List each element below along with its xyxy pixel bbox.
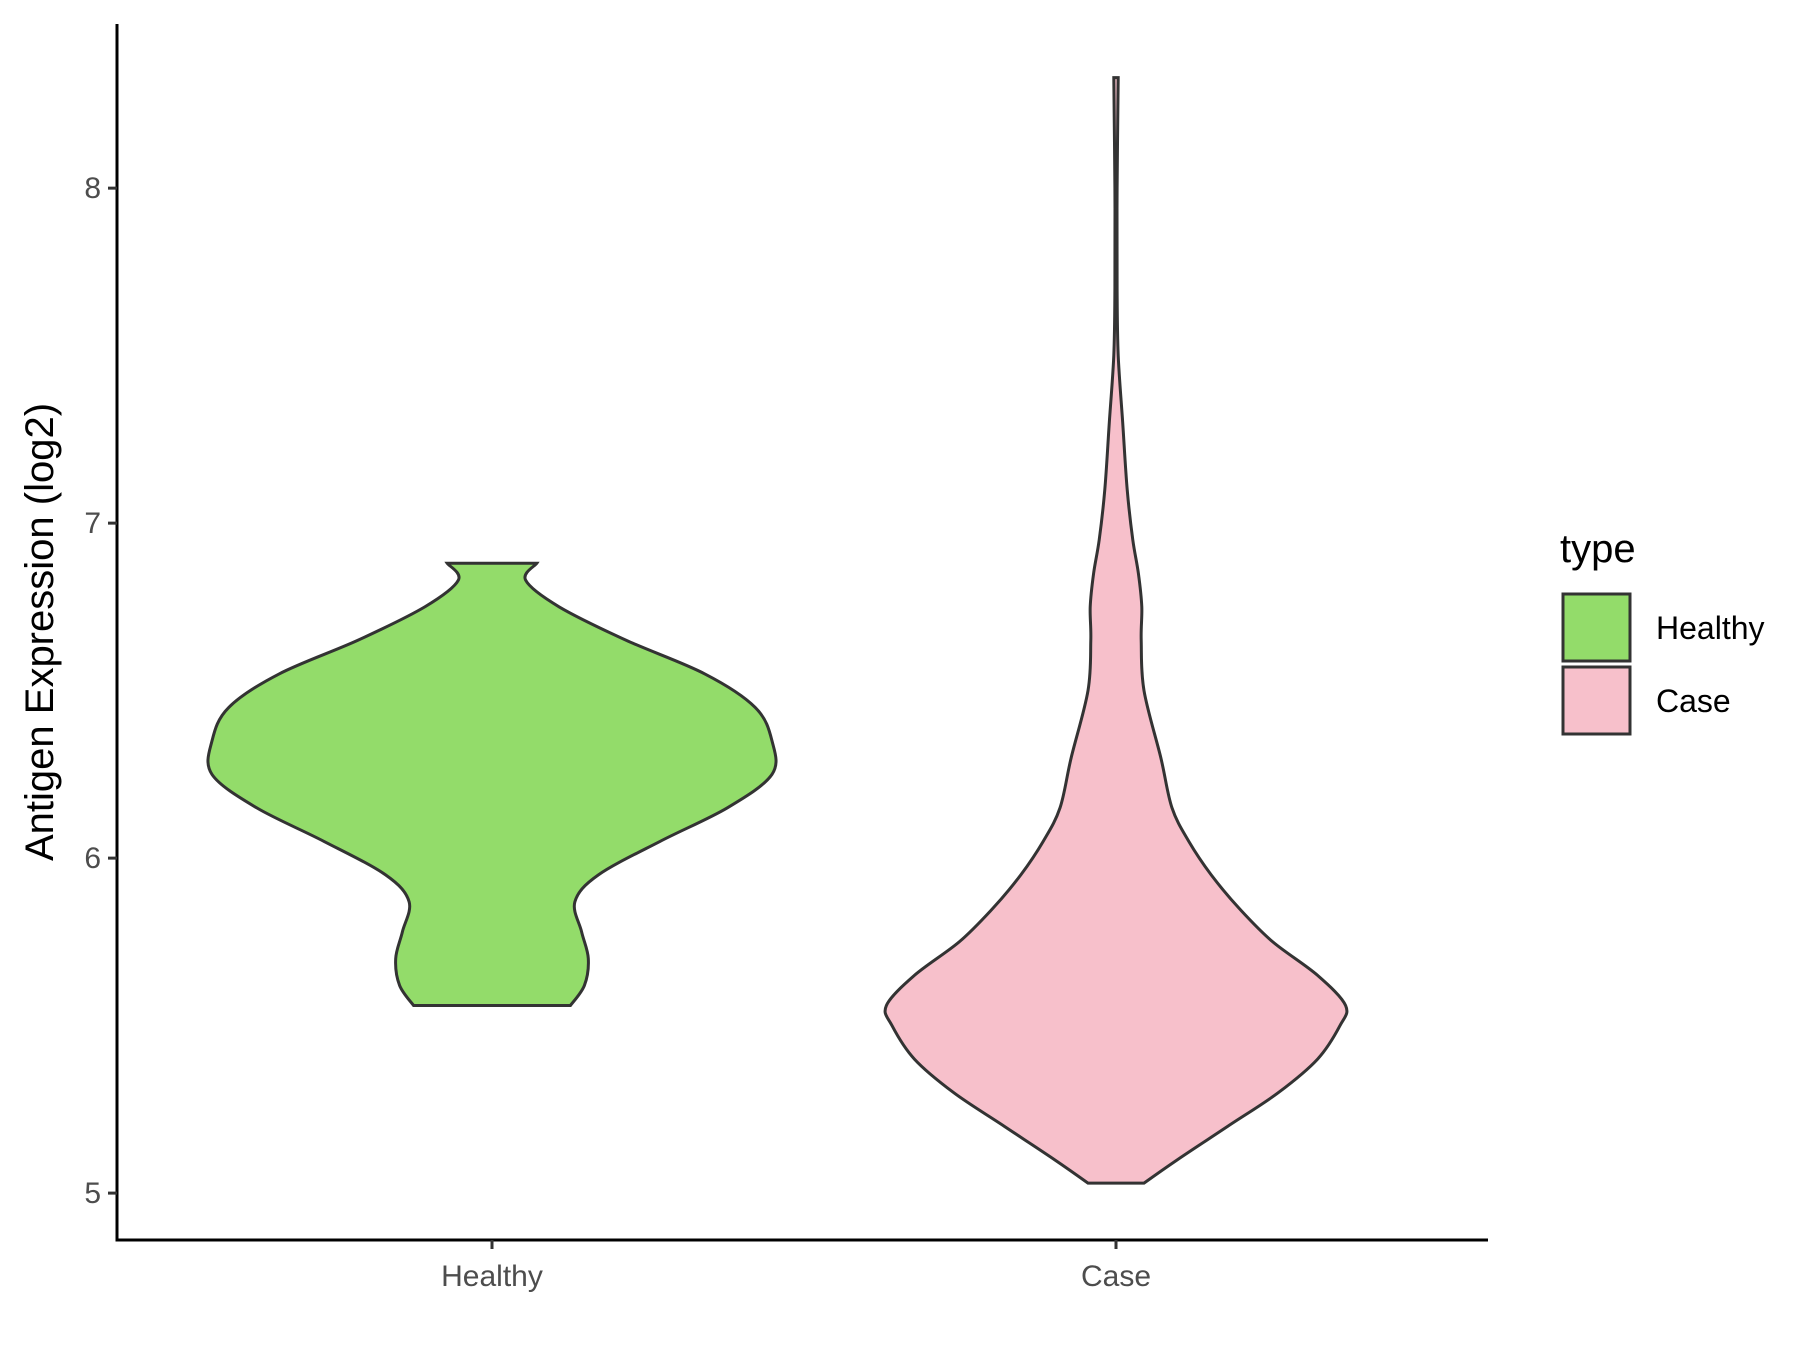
legend-key-case	[1561, 665, 1632, 736]
legend-key-healthy	[1561, 592, 1632, 663]
legend-label-case: Case	[1656, 683, 1731, 719]
legend: type Healthy Case	[1560, 527, 1765, 736]
plot-area	[206, 76, 1349, 1185]
violin-healthy	[206, 561, 778, 1007]
legend-title: type	[1560, 527, 1636, 571]
y-tick-label: 5	[84, 1177, 101, 1210]
y-tick-label: 6	[84, 842, 101, 875]
x-tick-label: Case	[1081, 1260, 1151, 1293]
y-tick-label: 7	[84, 507, 101, 540]
x-tick-label: Healthy	[441, 1260, 543, 1293]
legend-label-healthy: Healthy	[1656, 610, 1765, 646]
axes: 5 6 7 8 Healthy Case	[84, 24, 1488, 1293]
y-axis-title: Antigen Expression (log2)	[18, 403, 62, 861]
y-tick-label: 8	[84, 172, 101, 205]
violin-case	[883, 76, 1349, 1185]
